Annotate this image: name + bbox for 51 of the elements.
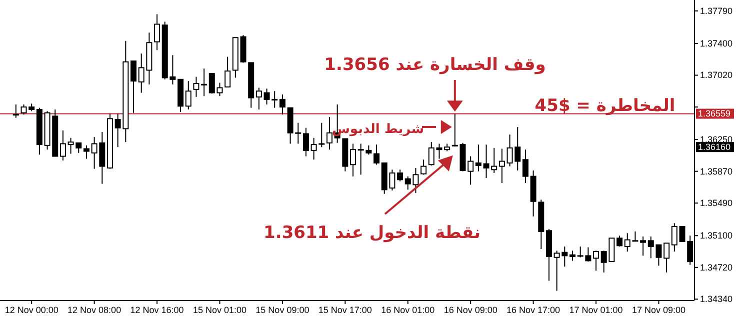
x-tick-label: 16 Nov 17:00 (506, 305, 560, 315)
candlestick (83, 144, 90, 160)
annotation: المخاطرة = $45 (534, 96, 676, 116)
candlestick (326, 116, 332, 150)
candlestick (279, 94, 286, 115)
candlestick (193, 76, 200, 98)
candlestick (420, 159, 427, 176)
candlestick (664, 242, 670, 273)
y-tick-label: 1.35490 (700, 198, 733, 208)
candlestick (130, 60, 137, 114)
candlestick (640, 236, 646, 256)
x-tick-label: 15 Nov 09:00 (256, 305, 310, 315)
y-tick-label: 1.34340 (700, 294, 733, 304)
candlestick (374, 144, 380, 166)
candlestick (350, 143, 356, 177)
candlestick (569, 250, 576, 262)
y-tick-label: 1.37020 (700, 70, 733, 80)
text: 1.36160 (698, 142, 731, 152)
x-tick-label: 16 Nov 01:00 (381, 305, 435, 315)
y-tick-label: 1.37790 (700, 6, 733, 16)
candlestick (522, 149, 528, 184)
candlestick (154, 14, 160, 51)
x-tick-label: 15 Nov 01:00 (192, 305, 247, 315)
annotation: نقطة الدخول عند 1.3611 (264, 223, 480, 243)
candlestick (60, 130, 66, 161)
y-tick-label: 1.34720 (700, 262, 733, 272)
candlestick (468, 156, 474, 186)
candlestick (185, 80, 192, 110)
x-tick-label: 17 Nov 09:00 (632, 305, 686, 315)
x-tick-label: 12 Nov 00:00 (4, 305, 58, 315)
candlestick (397, 169, 404, 182)
y-tick-label: 1.35870 (700, 166, 733, 176)
candlestick (498, 148, 505, 184)
candlestick (302, 127, 309, 157)
candlestick (12, 104, 19, 118)
x-tick-label: 16 Nov 09:00 (444, 305, 498, 315)
candlestick (224, 56, 231, 88)
y-tick-label: 1.36250 (700, 134, 733, 145)
candlestick (616, 235, 623, 248)
x-tick-label: 15 Nov 17:00 (318, 305, 372, 315)
y-tick-label: 1.37400 (700, 38, 733, 48)
x-tick-label: 17 Nov 01:00 (569, 305, 623, 315)
x-tick-label: 12 Nov 16:00 (130, 305, 184, 315)
x-tick-label: 12 Nov 08:00 (68, 305, 122, 315)
ref-line-label: 1.36559 (698, 108, 731, 119)
y-tick-label: 1.35100 (700, 230, 733, 241)
candlestick (475, 144, 482, 172)
candlestick (593, 250, 600, 272)
candlestick (256, 87, 262, 110)
candlestick (201, 68, 208, 97)
annotation: وقف الخسارة عند 1.3656 (324, 55, 546, 75)
